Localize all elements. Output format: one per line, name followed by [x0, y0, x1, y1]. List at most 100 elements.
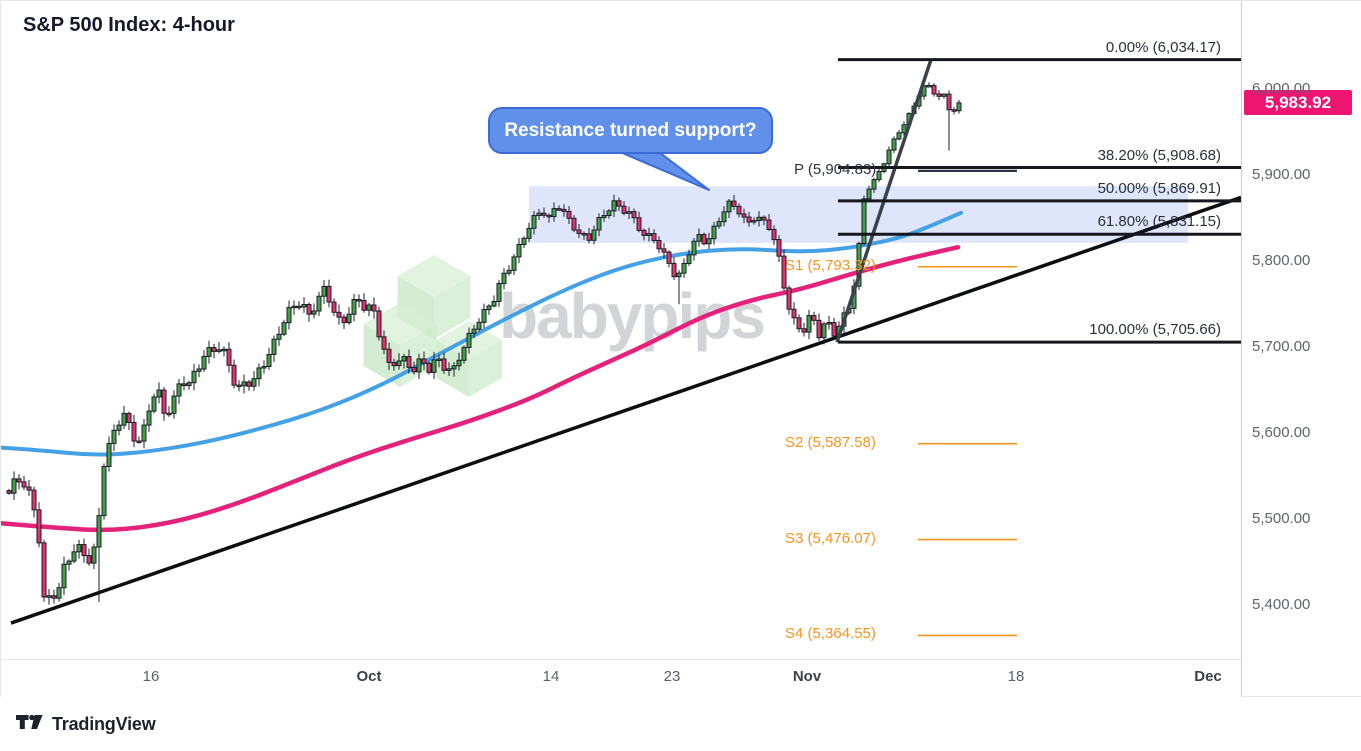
- candle-body: [26, 486, 32, 491]
- candle-body: [701, 234, 707, 245]
- price-axis[interactable]: 5,983.92 6,000.00 5,900.00 5,800.00 5,700.0…: [1241, 1, 1361, 696]
- candle-body: [36, 509, 42, 544]
- time-axis[interactable]: 16 Oct 14 23 Nov 18 Dec: [1, 659, 1241, 697]
- candle-body: [476, 321, 482, 330]
- candle-body: [46, 595, 52, 598]
- ma-slow-pink[interactable]: [1, 244, 961, 533]
- candle-body: [376, 310, 382, 338]
- candle-body: [56, 587, 62, 599]
- watermark-cube-icon: [363, 303, 437, 387]
- candle-body: [876, 170, 882, 181]
- candle-body: [956, 102, 962, 112]
- candle-body: [141, 424, 147, 442]
- candle-body: [736, 205, 742, 215]
- annotation-callout[interactable]: Resistance turned support?: [488, 107, 773, 154]
- candle-body: [721, 211, 727, 223]
- annotation-callout-text: Resistance turned support?: [504, 119, 757, 141]
- watermark-text: babypips: [499, 280, 766, 352]
- candle-body: [371, 304, 377, 312]
- candle-body: [241, 381, 247, 387]
- candle-body: [356, 298, 362, 302]
- candle-body: [896, 132, 902, 140]
- candle-body: [206, 347, 212, 357]
- candle-body: [471, 328, 477, 334]
- candle-body: [321, 285, 327, 297]
- candle-body: [106, 442, 112, 467]
- candle-body: [191, 370, 197, 384]
- tradingview-brand: TradingView: [52, 713, 156, 734]
- candle-body: [501, 272, 507, 284]
- candle-body: [806, 315, 812, 333]
- candle-body: [296, 305, 302, 309]
- ascending-trendline[interactable]: [10, 195, 1241, 625]
- candle-body: [771, 228, 777, 241]
- candle-body: [521, 237, 527, 245]
- candle-body: [81, 544, 87, 557]
- candle-body: [61, 563, 67, 589]
- chart-panel: S&P 500 Index: 4-hour babypips 0.00% (6,…: [0, 0, 1361, 697]
- candle-body: [491, 301, 497, 307]
- tradingview-logo[interactable]: [16, 715, 43, 733]
- candle-body: [461, 346, 467, 361]
- ma-fast-blue[interactable]: [1, 210, 963, 457]
- candle-body: [661, 248, 667, 253]
- candle-body: [616, 200, 622, 207]
- candle-body: [596, 217, 602, 231]
- candle-body: [406, 356, 412, 368]
- candle-body: [166, 412, 172, 416]
- candle-body: [66, 560, 72, 565]
- candle-body: [581, 232, 587, 236]
- y-axis-label: 5,800.00: [1252, 252, 1311, 269]
- candle-body: [566, 210, 572, 219]
- candle-body: [526, 227, 532, 239]
- candle-body: [96, 515, 102, 548]
- candle-body: [456, 359, 462, 367]
- candle-body: [786, 287, 792, 310]
- candle-body: [931, 84, 937, 95]
- candle-body: [126, 412, 132, 423]
- candle-body: [326, 285, 332, 303]
- candle-body: [231, 364, 237, 386]
- candle-body: [481, 309, 487, 323]
- candle-body: [281, 322, 287, 335]
- candle-body: [291, 305, 297, 309]
- candle-body: [391, 361, 397, 367]
- candle-body: [546, 214, 552, 218]
- candle-body: [861, 198, 867, 244]
- candle-body: [591, 229, 597, 241]
- candle-body: [821, 323, 827, 339]
- x-axis-label-14: 14: [542, 668, 560, 685]
- candle-body: [556, 208, 562, 211]
- candle-body: [496, 282, 502, 303]
- candle-body: [201, 355, 207, 370]
- candle-body: [586, 233, 592, 241]
- candle-body: [431, 359, 437, 373]
- candle-body: [336, 311, 342, 318]
- y-axis-label: 5,700.00: [1252, 338, 1311, 355]
- candle-body: [236, 384, 242, 388]
- candle-body: [221, 348, 227, 352]
- candle-body: [386, 348, 392, 363]
- candle-body: [711, 225, 717, 240]
- candle-body: [421, 358, 427, 364]
- candle-body: [311, 310, 317, 315]
- x-axis-label-23: 23: [663, 668, 681, 685]
- candle-body: [396, 360, 402, 367]
- candle-body: [901, 124, 907, 134]
- chart-plot-area[interactable]: [1, 1, 1241, 659]
- candle-body: [306, 304, 312, 315]
- candle-body: [446, 368, 452, 371]
- candle-body: [671, 262, 677, 278]
- candle-body: [11, 478, 17, 494]
- candle-body: [811, 315, 817, 321]
- candle-body: [891, 138, 897, 151]
- candle-body: [551, 208, 557, 218]
- candle-body: [796, 317, 802, 330]
- candle-body: [516, 243, 522, 258]
- candle-body: [131, 421, 137, 442]
- candle-body: [361, 300, 367, 311]
- candle-body: [256, 367, 262, 380]
- x-axis-label-oct: Oct: [356, 668, 382, 685]
- candle-body: [286, 307, 292, 324]
- candle-body: [216, 349, 222, 352]
